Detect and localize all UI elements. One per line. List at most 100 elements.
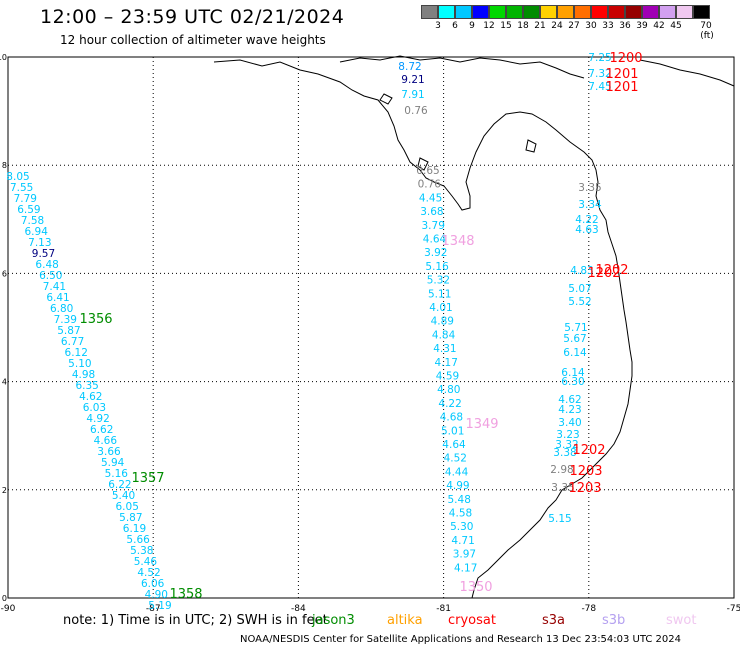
wave-height-value: 4.71 [451, 535, 474, 547]
wave-height-value: 8.72 [398, 61, 421, 73]
wave-height-value: 6.14 [563, 347, 587, 359]
wave-height-value: 3.79 [422, 220, 445, 232]
satellite-legend-item: s3a [542, 613, 566, 628]
satellite-legend-item: s3b [602, 613, 626, 628]
wave-height-value: 5.16 [105, 468, 129, 480]
track-time-label: 1349 [465, 417, 498, 432]
wave-height-value: 2.98 [550, 464, 573, 476]
x-tick-label: -84 [291, 604, 306, 614]
wave-height-colorbar: 3 6 9 12 15 18 21 24 27 30 33 36 39 42 45 70 (ft) [421, 5, 714, 41]
wave-height-value: 5.46 [134, 556, 158, 568]
x-tick-label: -81 [436, 604, 451, 614]
wave-height-value: 6.94 [25, 226, 49, 238]
colorbar-swatch [472, 5, 489, 19]
wave-height-value: 6.30 [561, 376, 584, 388]
wave-height-value: 6.62 [90, 424, 113, 436]
y-tick-label: 10 [0, 53, 7, 62]
wave-height-value: 5.01 [441, 425, 464, 437]
colorbar-swatch [421, 5, 438, 19]
wave-height-value: 4.98 [72, 369, 95, 381]
wave-height-value: 5.32 [427, 275, 450, 287]
wave-height-value: 4.90 [145, 589, 168, 601]
wave-height-value: 0.76 [418, 179, 442, 191]
wave-height-value: 7.41 [43, 281, 66, 293]
island-outline [417, 157, 429, 171]
colorbar-label: 18 [517, 21, 529, 31]
wave-height-value: 3.38 [553, 447, 576, 459]
satellite-legend-item: swot [666, 613, 697, 628]
wave-height-value: 5.30 [450, 521, 473, 533]
satellite-legend-item: cryosat [448, 613, 496, 628]
wave-height-value: 4.45 [419, 192, 442, 204]
wave-height-value: 7.91 [401, 89, 424, 101]
wave-height-value: 3.92 [424, 247, 447, 259]
colorbar-swatch [642, 5, 659, 19]
wave-height-value: 6.77 [61, 336, 84, 348]
colorbar-label: 27 [568, 21, 580, 31]
colorbar-swatch [625, 5, 642, 19]
wave-height-value: 3.68 [420, 206, 443, 218]
wave-height-value: 5.87 [57, 325, 80, 337]
wave-height-value: 7.13 [28, 237, 51, 249]
wave-height-value: 5.38 [130, 545, 153, 557]
satellite-legend-item: altika [387, 613, 423, 628]
wave-height-value: 7.25 [588, 52, 611, 64]
colorbar-label: 30 [585, 21, 597, 31]
wave-height-value: 4.52 [137, 567, 160, 579]
wave-height-value: 4.64 [423, 234, 447, 246]
colorbar-label: 36 [619, 21, 631, 31]
x-tick-label: -87 [146, 604, 161, 614]
colorbar-label: 3 [435, 21, 441, 31]
colorbar-swatch [659, 5, 676, 19]
wave-height-value: 3.32 [555, 439, 578, 451]
wave-height-value: 4.17 [454, 562, 477, 574]
wave-height-value: 4.80 [437, 384, 460, 396]
colorbar-label: 70 (ft) [700, 21, 714, 41]
wave-height-value: 7.32 [588, 68, 611, 80]
colorbar-label: 21 [534, 21, 546, 31]
wave-height-value: 0.65 [416, 165, 439, 177]
wave-height-value: 7.58 [21, 215, 44, 227]
wave-height-value: 4.23 [558, 404, 581, 416]
wave-height-value: 4.84 [432, 329, 456, 341]
track-time-label: 1201 [605, 67, 638, 82]
y-tick-label: 6 [2, 269, 7, 278]
colorbar-swatch [693, 5, 710, 19]
wave-height-value: 4.59 [436, 371, 459, 383]
wave-height-value: 5.67 [563, 333, 586, 345]
wave-height-value: 4.89 [431, 316, 454, 328]
x-tick-label: -78 [581, 604, 596, 614]
colorbar-label: 9 [469, 21, 475, 31]
track-time-label: 1202 [587, 266, 620, 281]
wave-height-value: 4.99 [446, 480, 469, 492]
wave-height-value: 6.14 [561, 367, 585, 379]
y-tick-label: 8 [2, 161, 7, 170]
wave-height-value: 9.57 [32, 248, 55, 260]
wave-height-value: 4.83 [570, 265, 593, 277]
colorbar-label: 39 [636, 21, 648, 31]
wave-height-value: 4.22 [438, 398, 461, 410]
wave-height-value: 5.19 [148, 600, 171, 612]
colorbar-label: 15 [500, 21, 512, 31]
wave-height-value: 6.50 [39, 270, 62, 282]
y-tick-label: 0 [2, 594, 7, 603]
wave-height-value: 6.59 [17, 204, 40, 216]
wave-height-value: 5.94 [101, 457, 125, 469]
wave-height-value: 8.05 [6, 171, 29, 183]
colorbar-label: 6 [452, 21, 458, 31]
island-outline [379, 93, 393, 105]
wave-height-value: 9.21 [401, 74, 424, 86]
credit-line: NOAA/NESDIS Center for Satellite Applica… [240, 634, 682, 645]
footer-note: note: 1) Time is in UTC; 2) SWH is in fe… [63, 613, 328, 628]
satellite-legend-item: jason3 [312, 613, 355, 628]
wave-height-value: 7.79 [14, 193, 37, 205]
track-time-label: 1201 [605, 80, 638, 95]
colorbar-swatch [557, 5, 574, 19]
wave-height-value: 4.22 [575, 214, 598, 226]
map-frame [7, 56, 735, 599]
colorbar-swatch [438, 5, 455, 19]
wave-height-value: 5.11 [428, 288, 451, 300]
colorbar-swatch [591, 5, 608, 19]
track-time-label: 1348 [441, 234, 474, 249]
wave-height-value: 6.22 [108, 479, 131, 491]
